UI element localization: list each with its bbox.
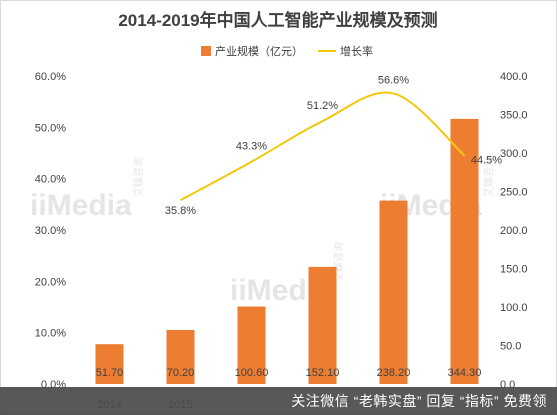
legend-line-label: 增长率 bbox=[340, 44, 373, 58]
bar-value-label: 238.20 bbox=[377, 367, 411, 379]
growth-line bbox=[180, 91, 466, 202]
right-tick-label: 150.0 bbox=[500, 264, 528, 276]
bar-value-label: 152.10 bbox=[306, 367, 340, 379]
right-tick-label: 350.0 bbox=[500, 110, 528, 122]
left-tick-label: 10.0% bbox=[35, 328, 66, 340]
bar bbox=[166, 329, 195, 384]
line-series: 35.8% 43.3% 51.2% 56.6% 44.5% bbox=[165, 74, 502, 217]
growth-label: 43.3% bbox=[236, 141, 267, 153]
bar-value-label: 51.70 bbox=[96, 367, 124, 379]
legend-bar-swatch bbox=[201, 46, 211, 56]
watermark-cn: 艾媒咨询 bbox=[482, 157, 495, 197]
legend: 产业规模（亿元） 增长率 bbox=[201, 44, 373, 58]
growth-label: 35.8% bbox=[165, 205, 196, 217]
bar-value-label: 344.30 bbox=[448, 367, 482, 379]
right-tick-label: 300.0 bbox=[500, 148, 528, 160]
growth-label: 44.5% bbox=[471, 155, 502, 167]
bar bbox=[237, 306, 266, 384]
watermark-brand: iiMedia bbox=[30, 189, 132, 222]
right-tick-label: 400.0 bbox=[500, 71, 528, 83]
growth-label: 56.6% bbox=[378, 74, 409, 86]
growth-label: 51.2% bbox=[307, 100, 338, 112]
left-tick-label: 60.0% bbox=[35, 71, 66, 83]
chart-title: 2014-2019年中国人工智能产业规模及预测 bbox=[118, 10, 437, 30]
right-tick-label: 50.0 bbox=[500, 341, 521, 353]
bar bbox=[308, 266, 337, 384]
bar bbox=[379, 200, 408, 384]
right-tick-label: 100.0 bbox=[500, 302, 528, 314]
right-tick-label: 250.0 bbox=[500, 187, 528, 199]
footer-banner: 关注微信 “老韩实盘” 回复 “指标” 免费领 bbox=[0, 387, 557, 415]
right-axis: 0.050.0100.0150.0200.0250.0300.0350.0400… bbox=[500, 71, 528, 391]
bar bbox=[450, 118, 479, 384]
bar-value-label: 100.60 bbox=[235, 367, 269, 379]
left-tick-label: 50.0% bbox=[35, 122, 66, 134]
bar bbox=[95, 344, 124, 384]
left-tick-label: 20.0% bbox=[35, 276, 66, 288]
footer-text: 关注微信 “老韩实盘” 回复 “指标” 免费领 bbox=[291, 393, 547, 409]
legend-bar-label: 产业规模（亿元） bbox=[215, 44, 303, 58]
left-axis: 0.0%10.0%20.0%30.0%40.0%50.0%60.0% bbox=[35, 71, 66, 391]
watermark-cn: 艾媒咨询 bbox=[132, 157, 145, 197]
bar-series: 51.70 70.20 100.60 152.10 238.20 344.30 bbox=[95, 118, 482, 384]
left-tick-label: 30.0% bbox=[35, 225, 66, 237]
right-tick-label: 200.0 bbox=[500, 225, 528, 237]
left-tick-label: 40.0% bbox=[35, 174, 66, 186]
bar-value-label: 70.20 bbox=[167, 367, 195, 379]
